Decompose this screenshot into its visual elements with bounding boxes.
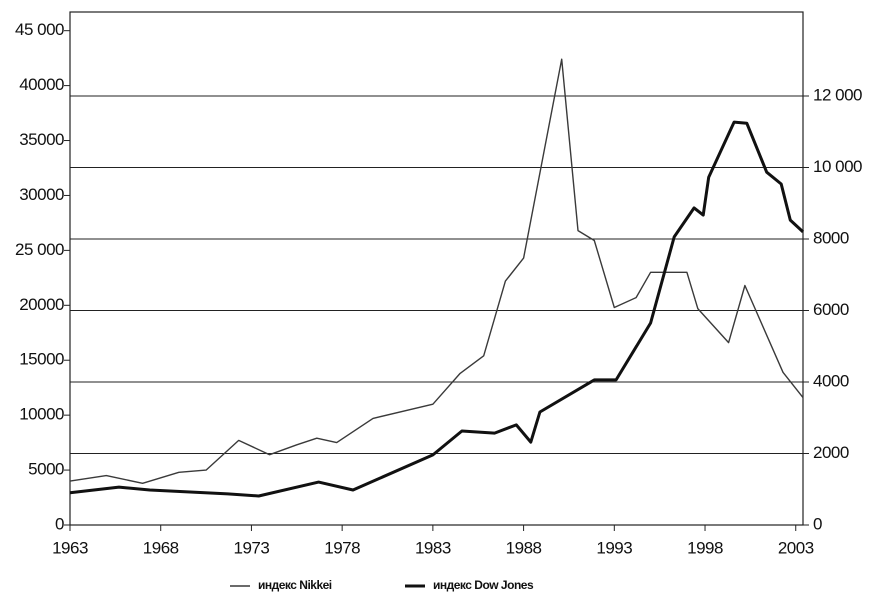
- y-tick-label: 35000: [19, 130, 64, 149]
- y2-tick-label: 2000: [813, 443, 849, 462]
- y2-tick-label: 0: [813, 514, 822, 533]
- y2-tick-label: 12 000: [813, 85, 862, 104]
- y-tick-label: 45 000: [15, 20, 64, 39]
- plot-frame: [69, 11, 804, 526]
- y-tick-label: 5000: [28, 460, 64, 479]
- x-tick-label: 1988: [506, 538, 542, 557]
- y2-tick-label: 8000: [813, 228, 849, 247]
- legend-label: индекс Dow Jones: [433, 578, 534, 592]
- y-tick-label: 0: [55, 514, 64, 533]
- x-tick-label: 1978: [324, 538, 360, 557]
- x-tick-label: 1993: [596, 538, 632, 557]
- y-tick-label: 20000: [19, 295, 64, 314]
- y2-tick-label: 6000: [813, 300, 849, 319]
- y-tick-label: 25 000: [15, 240, 64, 259]
- x-tick-label: 2003: [778, 538, 814, 557]
- x-tick-label: 1963: [52, 538, 88, 557]
- y-tick-label: 30000: [19, 185, 64, 204]
- x-tick-label: 1968: [143, 538, 179, 557]
- y-tick-label: 40000: [19, 75, 64, 94]
- series-line: [69, 120, 805, 498]
- x-tick-label: 1973: [234, 538, 270, 557]
- y-tick-label: 15000: [19, 350, 64, 369]
- y-tick-label: 10000: [19, 405, 64, 424]
- y2-tick-label: 10 000: [813, 157, 862, 176]
- y2-tick-label: 4000: [813, 371, 849, 390]
- x-tick-label: 1998: [687, 538, 723, 557]
- x-tick-label: 1983: [415, 538, 451, 557]
- series-line: [69, 58, 804, 484]
- legend-label: индекс Nikkei: [258, 578, 332, 592]
